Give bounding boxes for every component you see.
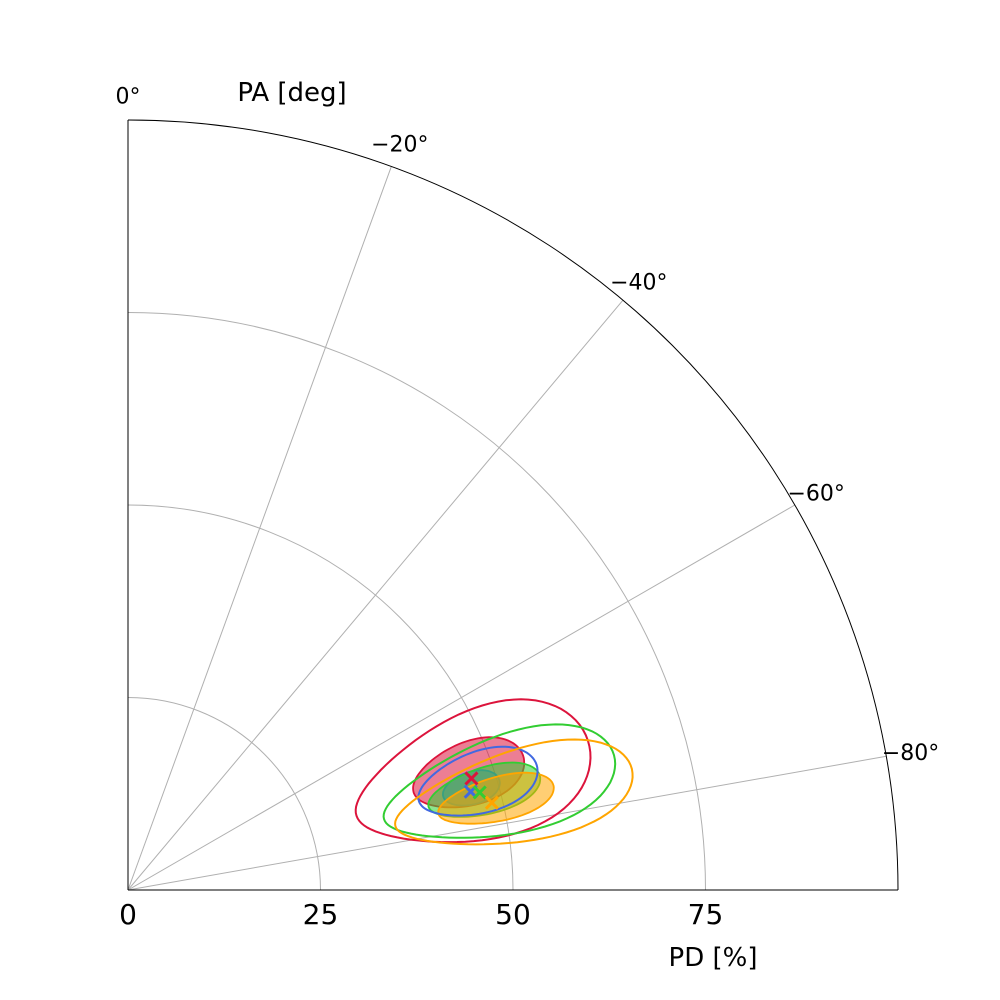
contour-outer-0 xyxy=(354,698,592,844)
radial-axis-label: PD [%] xyxy=(669,943,758,973)
contour-outer-1 xyxy=(417,745,539,817)
radial-tick-label: 75 xyxy=(688,898,724,931)
label-layer: 0 25 50 75 0° −20° −40° −60° −80° xyxy=(116,84,940,931)
angular-gridline xyxy=(127,166,392,891)
contour-outer-3 xyxy=(394,738,634,846)
axis-layer xyxy=(127,119,899,891)
angular-tick-label: −80° xyxy=(882,741,939,766)
radial-gridline xyxy=(127,697,321,891)
radial-tick-label: 25 xyxy=(303,898,339,931)
angular-tick-label: −40° xyxy=(610,270,667,295)
best-fit-marker-2 xyxy=(472,785,487,800)
radial-tick-label: 0 xyxy=(119,898,137,931)
contour-outer-2 xyxy=(382,723,617,839)
angular-tick-label: −60° xyxy=(787,482,844,507)
angular-gridline xyxy=(127,755,887,891)
best-fit-marker-0 xyxy=(464,771,479,786)
radial-tick-label: 50 xyxy=(495,898,531,931)
angular-axis-label: PA [deg] xyxy=(237,78,346,108)
angular-tick-label: −20° xyxy=(371,132,428,157)
best-fit-marker-3 xyxy=(484,795,499,810)
data-layer xyxy=(354,698,634,846)
radial-gridline xyxy=(127,312,706,891)
angular-gridline xyxy=(127,299,624,891)
angular-gridline xyxy=(127,504,796,891)
outer-arc xyxy=(127,119,899,891)
angular-tick-label: 0° xyxy=(116,84,141,109)
